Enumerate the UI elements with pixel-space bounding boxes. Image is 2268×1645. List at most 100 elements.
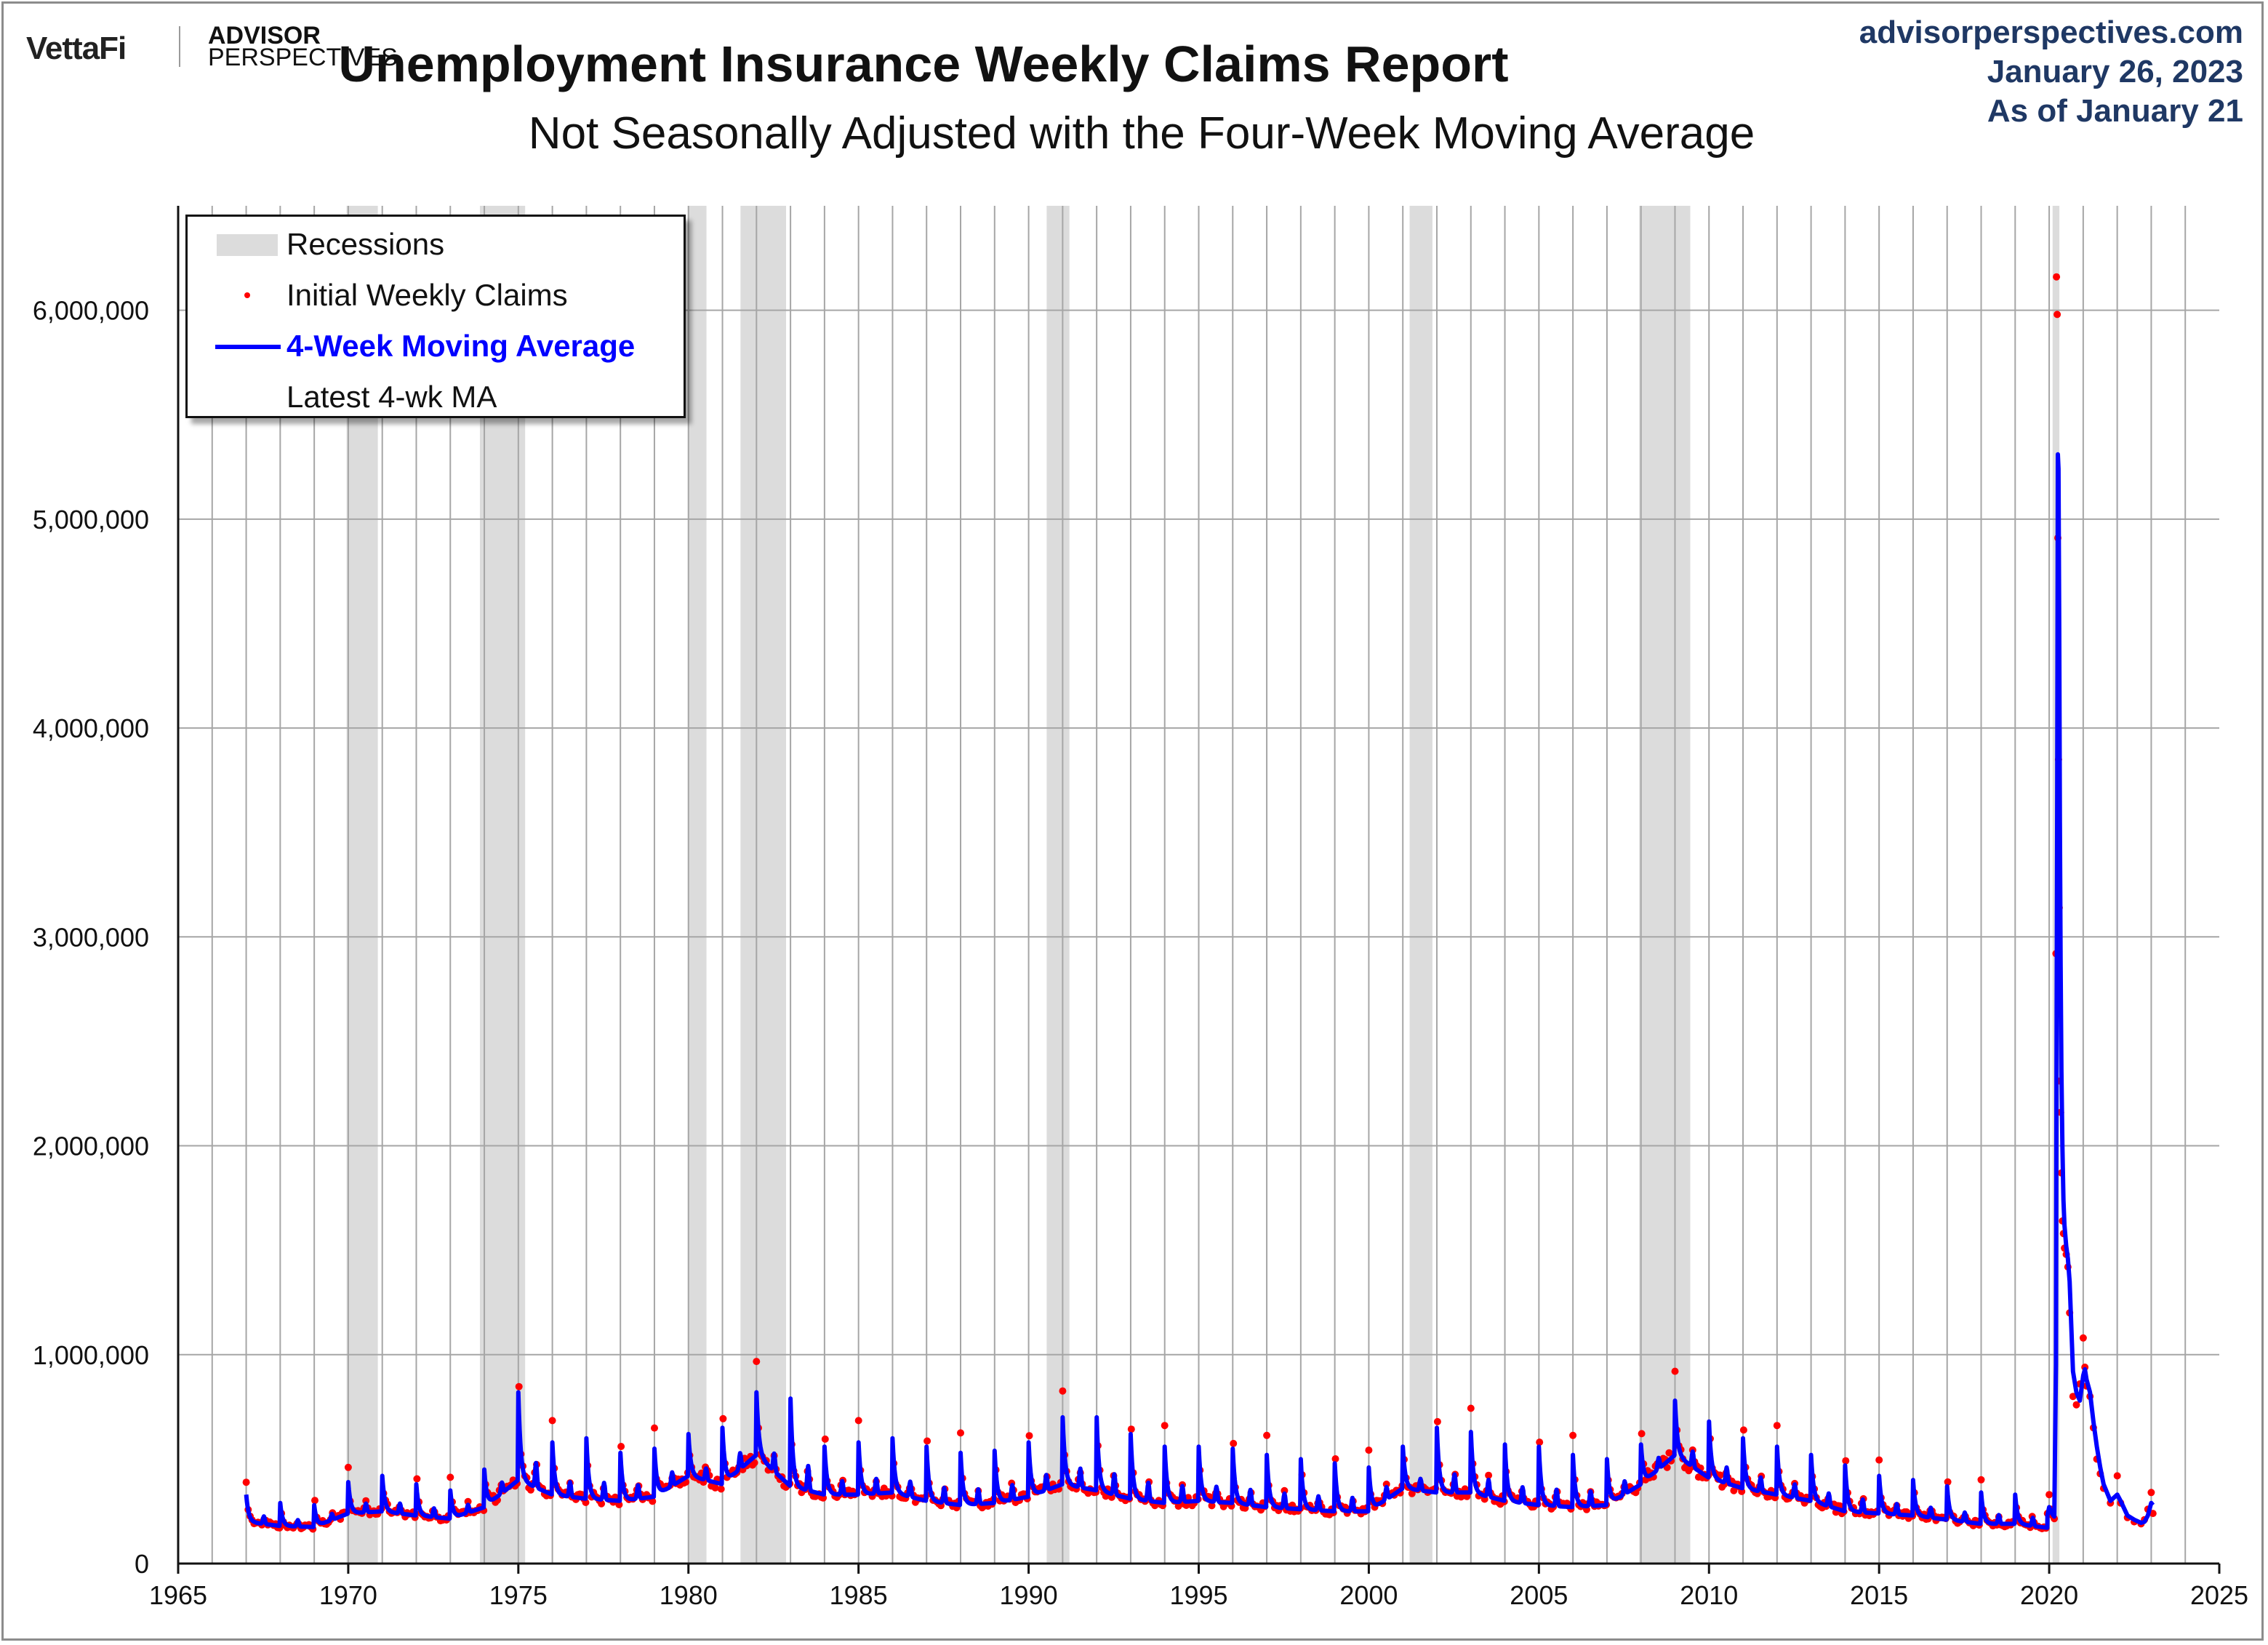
x-tick-label: 1965 [149, 1580, 207, 1610]
initial-claims-series [242, 273, 2157, 1533]
initial-claims-point [2079, 1334, 2087, 1342]
initial-claims-point [413, 1475, 421, 1483]
recession-band [479, 206, 526, 1564]
red-dot-icon [244, 292, 250, 298]
y-tick-label: 4,000,000 [33, 713, 149, 743]
y-tick-label: 0 [135, 1549, 149, 1579]
legend-label-latest: Latest 4-wk MA [286, 380, 497, 414]
x-tick-label: 1975 [489, 1580, 548, 1610]
initial-claims-point [957, 1429, 964, 1437]
moving-average-series [244, 452, 2155, 1530]
x-tick-label: 2020 [2020, 1580, 2078, 1610]
initial-claims-point [1208, 1502, 1216, 1510]
x-tick-label: 1985 [830, 1580, 888, 1610]
x-tick-label: 2000 [1339, 1580, 1398, 1610]
moving-average-line [244, 452, 2155, 1530]
recession-band [688, 206, 707, 1564]
chart-title: Unemployment Insurance Weekly Claims Rep… [338, 36, 1509, 92]
initial-claims-point [1230, 1439, 1238, 1447]
initial-claims-point [1161, 1422, 1169, 1430]
x-tick-labels: 1965 1970 1975 1980 1985 1990 1995 2000 2005 2010… [149, 1580, 2248, 1610]
initial-claims-point [1739, 1426, 1747, 1434]
initial-claims-point [711, 1484, 719, 1492]
initial-claims-point [344, 1463, 352, 1471]
advisor-perspectives-logo-line1: ADVISOR [208, 22, 321, 49]
initial-claims-point [446, 1473, 454, 1481]
initial-claims-point [651, 1424, 658, 1432]
x-tick-label: 1980 [660, 1580, 718, 1610]
initial-claims-point [526, 1486, 534, 1494]
initial-claims-point [821, 1435, 829, 1443]
x-tick-label: 1990 [1000, 1580, 1058, 1610]
recession-band [1409, 206, 1432, 1564]
initial-claims-point [1842, 1457, 1850, 1465]
y-tick-labels: 0 1,000,000 2,000,000 3,000,000 4,000,000 5,0… [33, 296, 149, 1579]
initial-claims-point [242, 1478, 250, 1486]
legend: Recessions Initial Weekly Claims 4-Week … [185, 215, 686, 418]
advisor-perspectives-logo-line2: PERSPECTIVES [208, 44, 398, 71]
initial-claims-point [1977, 1476, 1985, 1484]
initial-claims-point [2053, 273, 2061, 281]
vettafi-logo: VettaFi [26, 31, 127, 66]
chart-subtitle: Not Seasonally Adjusted with the Four-We… [528, 108, 1755, 159]
initial-claims-point [311, 1497, 318, 1505]
initial-claims-point [1263, 1431, 1271, 1439]
x-tick-label: 1995 [1169, 1580, 1227, 1610]
y-tick-label: 1,000,000 [33, 1340, 149, 1370]
initial-claims-point [1671, 1367, 1679, 1375]
initial-claims-point [1467, 1404, 1475, 1412]
initial-claims-point [719, 1414, 727, 1422]
initial-claims-point [2072, 1401, 2080, 1409]
initial-claims-point [753, 1358, 761, 1366]
blue-line-icon [215, 345, 281, 349]
initial-claims-point [1638, 1430, 1646, 1438]
initial-claims-point [2113, 1472, 2121, 1480]
axes [177, 206, 2221, 1574]
initial-claims-point [1059, 1387, 1067, 1395]
recession-band [740, 206, 787, 1564]
initial-claims-point [1025, 1432, 1033, 1440]
initial-claims-point [1365, 1446, 1373, 1454]
legend-label-initial-claims: Initial Weekly Claims [286, 278, 568, 312]
recession-swatch [217, 234, 278, 256]
x-tick-label: 2010 [1680, 1580, 1738, 1610]
x-tick-label: 2005 [1510, 1580, 1568, 1610]
initial-claims-point [1569, 1431, 1577, 1439]
legend-item-latest: Latest 4-wk MA [188, 372, 684, 419]
initial-claims-point [2045, 1491, 2053, 1499]
legend-label-recessions: Recessions [286, 227, 445, 261]
grid-lines [178, 206, 2219, 1564]
initial-claims-point [598, 1500, 606, 1508]
recession-band [346, 206, 378, 1564]
initial-claims-point [854, 1417, 862, 1425]
legend-label-moving-average: 4-Week Moving Average [286, 329, 636, 363]
initial-claims-point [1536, 1438, 1544, 1446]
initial-claims-point [923, 1437, 931, 1445]
initial-claims-point [2147, 1489, 2155, 1497]
initial-claims-point [1127, 1425, 1135, 1433]
y-tick-label: 5,000,000 [33, 505, 149, 535]
initial-claims-point [1174, 1502, 1182, 1510]
initial-claims-point [617, 1443, 625, 1450]
y-tick-label: 6,000,000 [33, 296, 149, 326]
initial-claims-point [1331, 1455, 1339, 1462]
initial-claims-point [548, 1417, 556, 1425]
logo-divider [179, 26, 180, 67]
legend-item-initial-claims: Initial Weekly Claims [188, 271, 684, 317]
initial-claims-point [1730, 1486, 1738, 1494]
initial-claims-point [717, 1485, 725, 1493]
site-url: advisorperspectives.com [1859, 15, 2243, 50]
x-tick-label: 2025 [2190, 1580, 2248, 1610]
initial-claims-point [1485, 1471, 1493, 1479]
recession-band [1046, 206, 1070, 1564]
legend-item-moving-average: 4-Week Moving Average [188, 321, 684, 368]
initial-claims-point [1433, 1417, 1441, 1425]
initial-claims-point [1944, 1478, 1952, 1486]
initial-claims-point [2053, 311, 2061, 319]
as-of-date: As of January 21 [1987, 93, 2243, 129]
initial-claims-point [2069, 1393, 2077, 1401]
legend-item-recessions: Recessions [188, 220, 684, 266]
initial-claims-point [515, 1382, 523, 1390]
